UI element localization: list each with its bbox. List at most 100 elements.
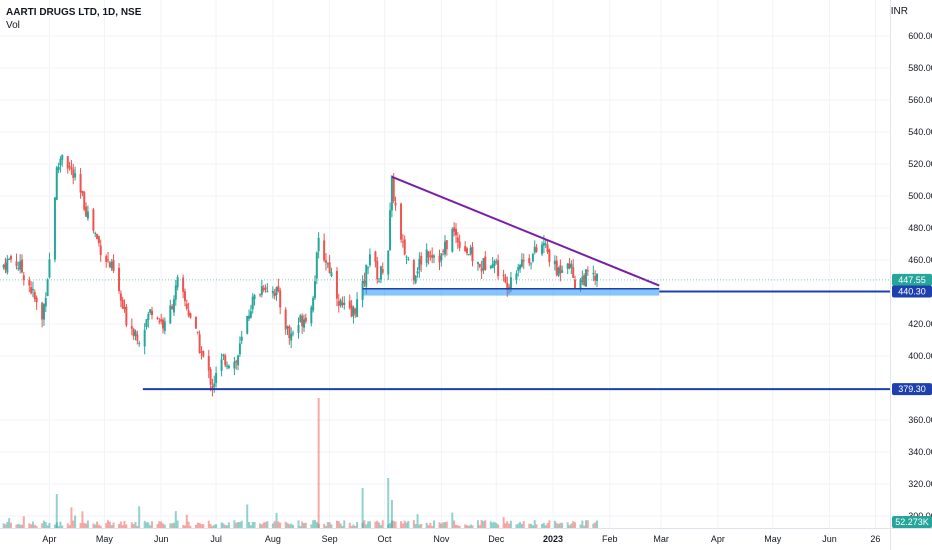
candle-body — [158, 321, 161, 323]
candle-body — [427, 251, 430, 258]
candle-body — [412, 260, 415, 281]
volume-bar — [209, 523, 212, 528]
candle-body — [48, 259, 51, 278]
candle-body — [401, 241, 404, 243]
volume-bar — [304, 522, 307, 528]
volume-bar — [286, 522, 289, 528]
candle-body — [227, 365, 230, 369]
volume-bar — [123, 520, 126, 528]
candle-body — [592, 273, 595, 275]
candle-body — [416, 271, 419, 274]
candle-body — [156, 317, 159, 319]
level-badge-bg — [892, 285, 932, 298]
volume-bar — [531, 525, 534, 528]
candle-body — [138, 343, 141, 345]
candle-body — [365, 264, 368, 287]
time-tick-label: Nov — [433, 534, 450, 544]
volume-bar — [260, 524, 263, 528]
volume-bar — [145, 522, 148, 528]
candle-body — [508, 286, 511, 288]
time-tick-label: May — [764, 534, 782, 544]
candle-body — [465, 248, 468, 254]
volume-bar — [266, 521, 269, 528]
candle-body — [150, 310, 153, 316]
volume-bar — [414, 524, 417, 528]
volume-bar — [310, 524, 313, 528]
volume-bar — [41, 523, 44, 528]
volume-bar — [535, 524, 538, 528]
volume-bar — [412, 520, 415, 528]
candle-body — [174, 285, 177, 300]
volume-bar — [156, 524, 159, 528]
volume-bar — [4, 524, 7, 528]
candle-body — [8, 259, 11, 261]
volume-bar — [150, 521, 153, 528]
candle-body — [30, 287, 33, 294]
candle-body — [433, 255, 436, 258]
time-tick-label: Dec — [488, 534, 505, 544]
volume-bar — [297, 520, 300, 528]
volume-bar — [559, 522, 562, 528]
candle-body — [304, 317, 307, 322]
volume-legend-label[interactable]: Vol — [6, 20, 20, 31]
volume-bar — [110, 525, 113, 528]
symbol-title[interactable]: AARTI DRUGS LTD, 1D, NSE — [6, 7, 142, 18]
candle-body — [341, 302, 344, 305]
candle-body — [328, 262, 331, 274]
volume-bar — [350, 525, 353, 528]
candle-body — [553, 260, 556, 265]
volume-bar — [112, 522, 115, 528]
volume-bar — [169, 523, 172, 528]
chart-legend: AARTI DRUGS LTD, 1D, NSE Vol — [6, 6, 141, 32]
volume-bar — [172, 522, 175, 528]
volume-bar — [149, 525, 152, 528]
volume-bar — [546, 523, 549, 528]
volume-bar — [92, 523, 95, 528]
volume-bar — [594, 522, 597, 528]
volume-bar — [237, 522, 240, 528]
candle-body — [224, 355, 227, 366]
time-tick-label: Jun — [822, 534, 837, 544]
time-tick-label: Sep — [322, 534, 338, 544]
volume-bar — [326, 522, 329, 528]
volume-bar — [595, 520, 598, 528]
time-tick-label: Jul — [210, 534, 222, 544]
volume-bar — [136, 525, 139, 528]
time-tick-label: 26 — [870, 534, 880, 544]
candle-body — [251, 296, 254, 310]
candle-body — [97, 236, 100, 244]
candle-body — [275, 287, 278, 295]
candle-body — [46, 279, 49, 296]
time-tick-label: Oct — [378, 534, 393, 544]
candle-body — [171, 306, 174, 310]
candle-body — [442, 250, 445, 252]
volume-bar — [497, 524, 500, 528]
volume-bar — [356, 521, 359, 528]
volume-bar — [520, 523, 523, 528]
time-axis[interactable]: Apr May Jun Jul Aug Sep Oct Nov Dec 2023 Feb Mar Apr… — [42, 534, 880, 544]
candle-body — [160, 319, 163, 322]
volume-bar — [53, 524, 56, 528]
candle-body — [132, 329, 135, 337]
candle-body — [312, 297, 315, 311]
volume-spike — [55, 494, 58, 528]
candle-body — [595, 273, 598, 282]
candle-body — [572, 267, 575, 278]
volume-badge: 52.273K — [895, 517, 929, 527]
candle-body — [259, 294, 262, 296]
volume-bar — [176, 520, 179, 528]
volume-bar — [454, 524, 457, 528]
volume-bar — [83, 522, 86, 528]
volume-bar — [367, 521, 370, 528]
volume-bar — [517, 523, 520, 528]
volume-bar — [381, 520, 384, 528]
candle-body — [145, 319, 148, 328]
candle-body — [83, 192, 86, 210]
candle-body — [471, 246, 474, 262]
drawing-annotations[interactable] — [0, 175, 890, 391]
candle-body — [86, 211, 89, 219]
volume-bar — [493, 521, 496, 528]
volume-bar — [302, 523, 305, 528]
time-tick-label: Aug — [265, 534, 281, 544]
